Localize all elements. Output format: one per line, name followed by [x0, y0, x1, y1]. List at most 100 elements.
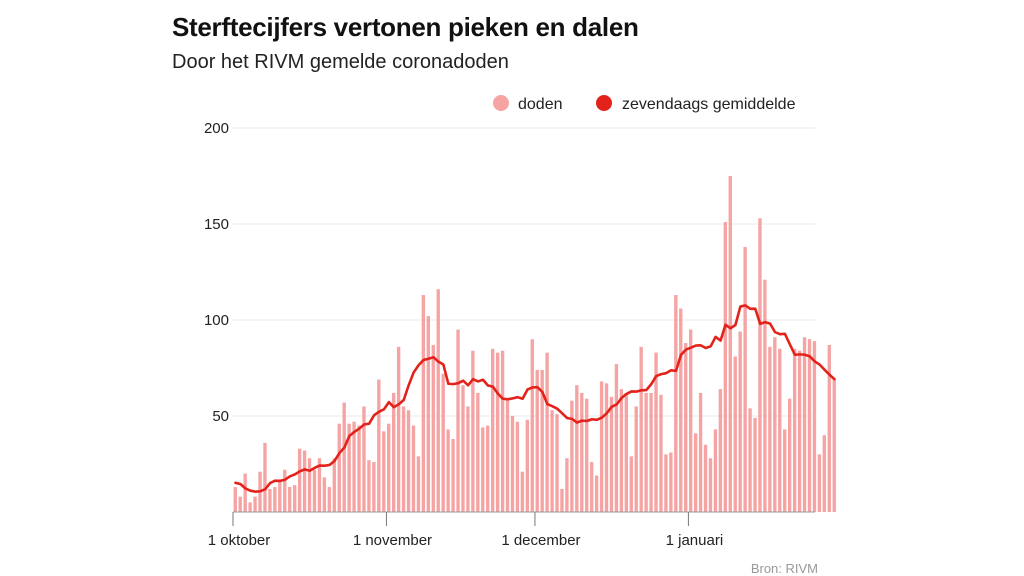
- source-note: Bron: RIVM: [750, 561, 818, 576]
- bar-64: [550, 410, 554, 512]
- bar-41: [436, 289, 440, 512]
- legend-marker-doden: [493, 95, 509, 111]
- y-tick-label-50: 50: [212, 408, 229, 425]
- bar-72: [590, 462, 594, 512]
- bar-104: [748, 408, 752, 512]
- bar-20: [332, 458, 336, 512]
- bar-56: [510, 416, 515, 512]
- bar-10: [283, 469, 287, 512]
- bar-59: [525, 419, 529, 512]
- bar-111: [783, 429, 787, 512]
- bar-17: [317, 458, 322, 512]
- bar-113: [792, 348, 797, 512]
- legend-label-zevendaags-gemiddelde: zevendaags gemiddelde: [622, 96, 796, 113]
- bar-24: [352, 421, 356, 512]
- bar-33: [396, 346, 401, 512]
- bar-91: [684, 343, 688, 512]
- bar-71: [585, 398, 589, 512]
- bar-50: [481, 427, 485, 512]
- bar-25: [357, 425, 361, 512]
- bar-75: [604, 383, 609, 512]
- bar-80: [629, 456, 633, 512]
- bar-96: [708, 458, 713, 512]
- bar-67: [565, 458, 569, 512]
- x-axis: [232, 511, 815, 526]
- bar-68: [570, 400, 574, 512]
- bar-66: [560, 488, 564, 512]
- bar-11: [288, 487, 292, 512]
- bar-35: [406, 410, 411, 512]
- bar-36: [411, 425, 416, 512]
- bar-63: [545, 352, 549, 512]
- bar-38: [421, 295, 426, 512]
- bar-57: [515, 421, 520, 512]
- bar-121: [832, 379, 836, 512]
- bar-2: [243, 473, 247, 512]
- bar-32: [392, 392, 396, 512]
- bar-87: [664, 454, 668, 512]
- bar-44: [451, 439, 455, 512]
- bar-107: [763, 279, 767, 512]
- bar-61: [535, 369, 539, 512]
- bar-1: [238, 496, 242, 512]
- bar-6: [263, 442, 267, 512]
- bar-65: [555, 414, 559, 512]
- bar-70: [580, 392, 584, 512]
- bar-34: [401, 406, 406, 512]
- bar-82: [639, 346, 643, 512]
- bar-37: [416, 456, 421, 512]
- bar-94: [698, 392, 703, 512]
- bar-58: [520, 471, 525, 512]
- bar-15: [307, 458, 312, 512]
- bar-79: [624, 392, 628, 512]
- bar-60: [530, 339, 534, 512]
- bar-8: [273, 487, 277, 512]
- bar-40: [431, 344, 435, 512]
- bar-115: [802, 337, 807, 512]
- bar-83: [644, 392, 648, 512]
- bar-109: [773, 337, 777, 512]
- tick-labels: 50 100 150 200 1 oktober 1 november 1 december…: [204, 120, 723, 549]
- bar-47: [466, 406, 470, 512]
- bar-76: [609, 396, 614, 512]
- bar-97: [713, 429, 718, 512]
- bar-84: [649, 392, 653, 512]
- bar-22: [342, 402, 346, 512]
- gridlines: [233, 127, 815, 417]
- bar-42: [441, 373, 445, 512]
- legend-label-doden: doden: [518, 96, 563, 113]
- bar-101: [733, 356, 737, 512]
- bar-78: [619, 389, 624, 512]
- y-tick-label-200: 200: [204, 120, 229, 137]
- bar-98: [718, 389, 723, 512]
- x-tick-label-3: 1 januari: [666, 532, 724, 549]
- bar-12: [293, 485, 297, 512]
- bar-120: [827, 344, 831, 512]
- bar-27: [367, 460, 371, 512]
- bar-116: [807, 339, 812, 512]
- bar-49: [476, 392, 480, 512]
- bar-13: [297, 448, 302, 512]
- bar-9: [278, 479, 282, 512]
- bar-77: [614, 364, 619, 512]
- bar-16: [312, 469, 317, 512]
- bar-28: [372, 462, 376, 512]
- bar-53: [495, 352, 500, 512]
- bar-31: [387, 423, 391, 512]
- bar-48: [471, 350, 475, 512]
- bar-52: [491, 348, 495, 512]
- y-tick-label-150: 150: [204, 216, 229, 233]
- bar-114: [797, 350, 802, 512]
- bar-106: [758, 218, 762, 513]
- bar-90: [679, 308, 683, 512]
- bar-110: [778, 348, 782, 512]
- bar-86: [659, 394, 663, 512]
- x-tick-label-2: 1 december: [501, 532, 580, 549]
- bar-118: [817, 454, 822, 512]
- bar-73: [594, 475, 599, 512]
- bar-119: [822, 435, 826, 512]
- bar-85: [654, 352, 658, 512]
- bar-39: [426, 316, 430, 512]
- bar-23: [347, 423, 351, 512]
- bar-108: [768, 346, 772, 512]
